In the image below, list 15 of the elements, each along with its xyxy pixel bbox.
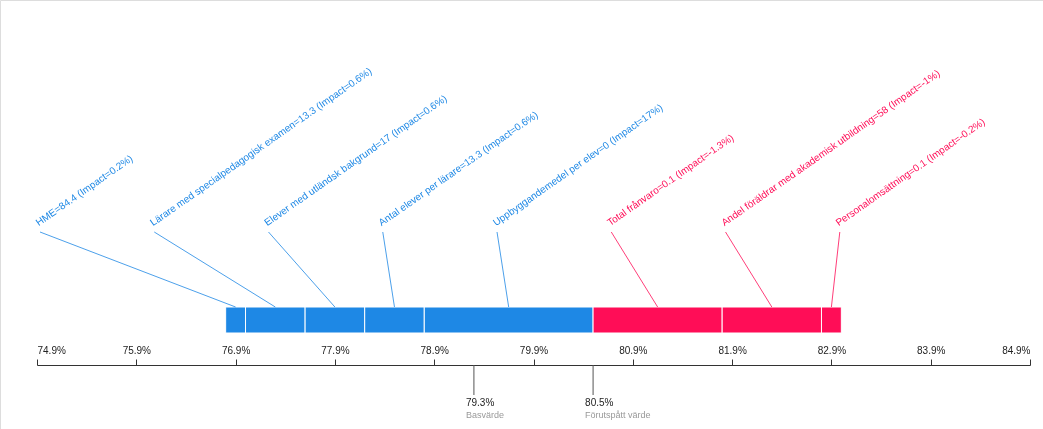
x-tick-label: 81.9%: [718, 344, 747, 356]
x-tick-label: 77.9%: [321, 344, 350, 356]
x-tick-label: 78.9%: [420, 344, 449, 356]
x-tick-label: 83.9%: [917, 344, 946, 356]
x-tick-label: 76.9%: [221, 344, 251, 356]
x-tick-label: 79.9%: [519, 344, 549, 356]
ref-line-label: Förutspått värde: [585, 410, 651, 420]
annotation: 79.3%: [465, 397, 495, 408]
ref-line-label: Basvärde: [465, 410, 504, 420]
x-tick-label: 74.9%: [37, 344, 66, 356]
x-tick-label: 75.9%: [122, 344, 152, 356]
x-tick-label: 82.9%: [817, 344, 847, 356]
x-tick-label: 84.9%: [1002, 344, 1031, 356]
annotation: 80.5%: [585, 397, 614, 408]
x-tick-label: 80.9%: [619, 344, 648, 356]
